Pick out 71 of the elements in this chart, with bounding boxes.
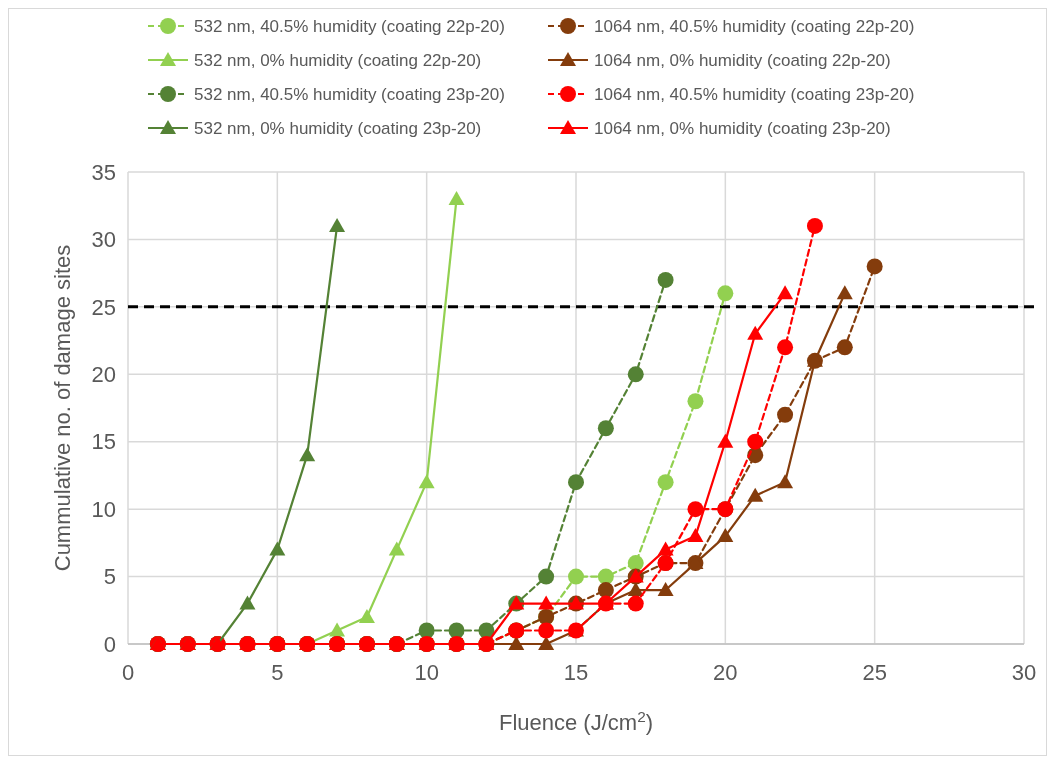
legend-label: 532 nm, 0% humidity (coating 23p-20) [194, 118, 482, 138]
point [747, 433, 764, 450]
x-tick-label: 5 [271, 660, 284, 685]
point [627, 595, 644, 612]
legend-label: 532 nm, 40.5% humidity (coating 23p-20) [194, 84, 505, 104]
point [627, 366, 644, 383]
point [329, 622, 346, 637]
y-tick-label: 15 [91, 429, 116, 455]
x-tick-label: 15 [563, 660, 589, 685]
y-tick-label: 20 [91, 361, 116, 387]
point [508, 636, 525, 650]
point [418, 474, 435, 489]
point [597, 420, 614, 437]
point [269, 541, 286, 556]
legend-label: 1064 nm, 0% humidity (coating 23p-20) [594, 118, 891, 138]
point [717, 528, 734, 543]
legend-label: 532 nm, 40.5% humidity (coating 22p-20) [194, 16, 505, 36]
point [388, 541, 405, 556]
point [777, 285, 794, 300]
y-tick-label: 35 [91, 159, 116, 185]
x-tick-label: 30 [1011, 660, 1037, 685]
point [358, 609, 375, 624]
point [239, 595, 256, 610]
point [538, 622, 555, 639]
point [717, 433, 734, 448]
point [448, 190, 465, 205]
point [329, 217, 346, 232]
x-tick-label: 20 [713, 660, 738, 685]
y-tick-label: 30 [91, 227, 116, 253]
point [538, 595, 555, 610]
point [717, 285, 734, 302]
point [687, 393, 704, 410]
x-tick-label: 0 [121, 660, 135, 685]
point [538, 568, 555, 585]
point [687, 501, 704, 518]
point [657, 271, 674, 288]
point [627, 582, 644, 597]
point [747, 487, 764, 502]
point [627, 555, 644, 572]
point [747, 325, 764, 340]
point [597, 582, 614, 599]
point [418, 622, 435, 639]
point [806, 217, 823, 234]
y-axis-title: Cummulative no. of damage sites [50, 244, 75, 572]
point [299, 447, 316, 462]
point [836, 339, 853, 356]
point [568, 568, 584, 585]
point [687, 528, 704, 543]
y-tick-label: 0 [103, 631, 116, 657]
point [836, 285, 853, 300]
y-tick-label: 25 [91, 294, 116, 320]
x-axis-title: Fluence (J/cm$^{2}$) [498, 707, 654, 735]
point [777, 474, 794, 489]
point [568, 474, 584, 491]
point [777, 406, 794, 423]
point [657, 541, 674, 556]
x-tick-label: 10 [414, 660, 439, 685]
point [538, 636, 555, 650]
y-tick-label: 10 [91, 496, 116, 522]
x-tick-label: 25 [862, 660, 887, 685]
legend-label: 1064 nm, 0% humidity (coating 22p-20) [594, 50, 891, 70]
point [448, 622, 465, 639]
y-tick-label: 5 [103, 564, 116, 590]
point [657, 582, 674, 597]
legend-label: 532 nm, 0% humidity (coating 22p-20) [194, 50, 482, 70]
point [866, 258, 883, 275]
legend-label: 1064 nm, 40.5% humidity (coating 22p-20) [594, 16, 915, 36]
legend-label: 1064 nm, 40.5% humidity (coating 23p-20) [594, 84, 915, 104]
point [597, 568, 614, 585]
point [657, 474, 674, 491]
point [777, 339, 794, 356]
